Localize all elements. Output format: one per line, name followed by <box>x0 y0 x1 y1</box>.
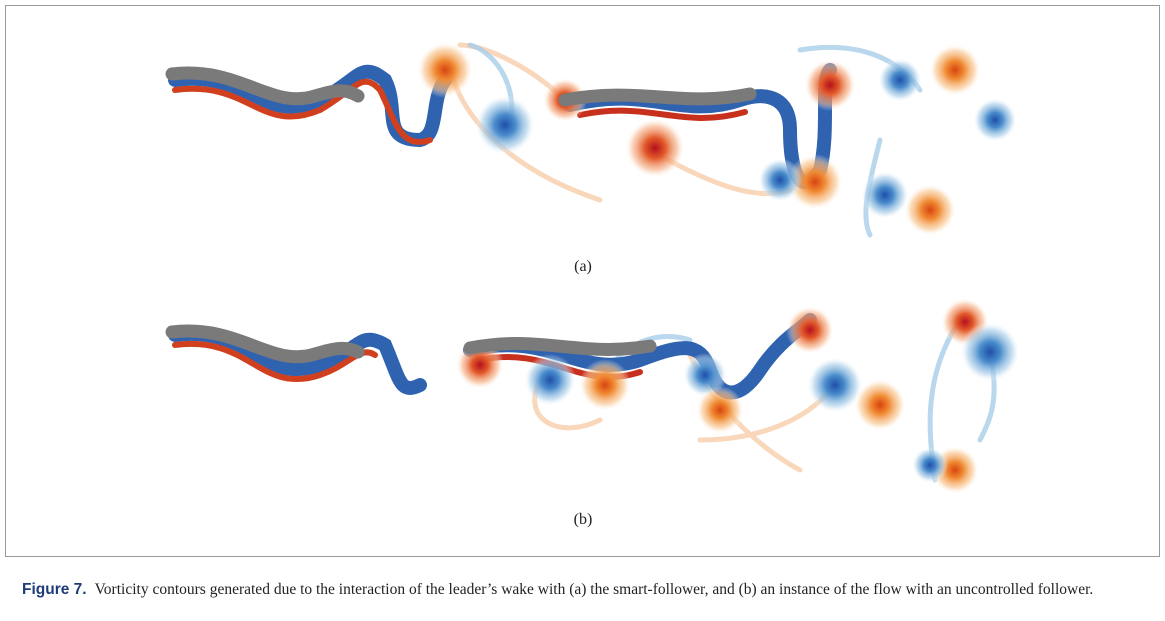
panel-a-image <box>172 42 1017 236</box>
vorticity-figure <box>0 0 1165 560</box>
panel-label: (b) <box>563 511 603 529</box>
caption-label: Figure 7. <box>22 581 87 598</box>
panel-label: (a) <box>563 258 603 276</box>
caption: Figure 7. Vorticity contours generated du… <box>22 580 1132 600</box>
page: (a) (b) Figure 7. Vorticity contours gene… <box>0 0 1165 621</box>
panel-b-image <box>172 298 1020 494</box>
caption-text: Vorticity contours generated due to the … <box>95 581 1094 598</box>
